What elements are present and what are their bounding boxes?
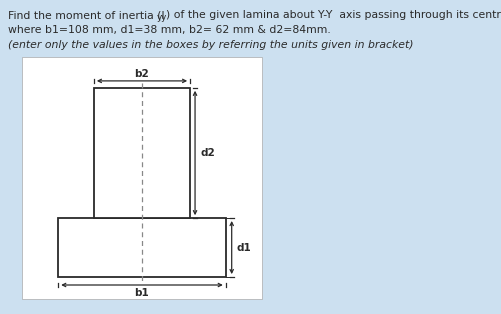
Text: b1: b1 <box>134 288 149 298</box>
Text: d1: d1 <box>236 242 251 252</box>
Text: ) of the given lamina about Y-Y  axis passing through its centroid,: ) of the given lamina about Y-Y axis pas… <box>166 10 501 20</box>
Bar <box>94 88 190 218</box>
Text: Find the moment of inertia (I: Find the moment of inertia (I <box>8 10 164 20</box>
Text: where b1=108 mm, d1=38 mm, b2= 62 mm & d2=84mm.: where b1=108 mm, d1=38 mm, b2= 62 mm & d… <box>8 25 330 35</box>
Text: (enter only the values in the boxes by referring the units given in bracket): (enter only the values in the boxes by r… <box>8 40 413 50</box>
Text: b2: b2 <box>134 69 149 79</box>
Bar <box>58 218 225 277</box>
Bar <box>22 57 262 299</box>
Text: yy: yy <box>157 13 167 21</box>
Text: d2: d2 <box>200 148 214 158</box>
